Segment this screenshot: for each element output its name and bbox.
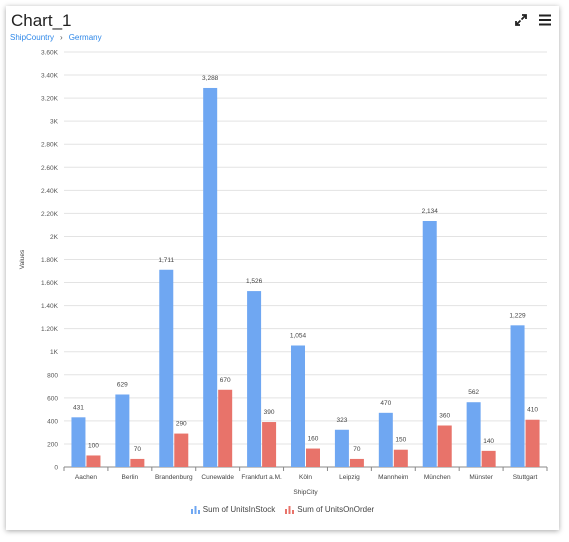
chart-widget: Chart_1 ShipCountry › Germany 0 200 400 600…: [6, 6, 559, 530]
bar-units-on-order: [481, 450, 496, 467]
y-tick-label: 1.20K: [41, 326, 59, 333]
data-label: 2,134: [422, 208, 439, 215]
data-label: 470: [380, 400, 391, 407]
chart-title: Chart_1: [11, 11, 72, 30]
y-tick-label: 3.60K: [41, 50, 59, 57]
y-tick-label: 2.20K: [41, 211, 59, 218]
x-tick-label: Berlin: [122, 474, 139, 481]
y-tick-label: 2.60K: [41, 165, 59, 172]
x-tick-label: München: [424, 474, 451, 481]
x-tick-label: Köln: [299, 474, 312, 481]
x-axis-label: ShipCity: [293, 489, 318, 496]
data-label: 431: [73, 404, 84, 411]
data-label: 140: [483, 438, 494, 445]
bar-units-on-order: [262, 422, 277, 467]
bar-units-on-order: [393, 449, 408, 467]
chart-legend: Sum of UnitsInStock Sum of UnitsOnOrder: [6, 505, 559, 514]
bar-legend-icon: [285, 505, 295, 514]
data-label: 70: [134, 446, 142, 453]
legend-item-units-on-order[interactable]: Sum of UnitsOnOrder: [285, 505, 374, 514]
bar-units-in-stock: [203, 87, 218, 467]
y-axis-label: Values: [19, 249, 26, 269]
y-tick-label: 400: [47, 418, 58, 425]
legend-label: Sum of UnitsInStock: [202, 505, 276, 514]
bar-units-on-order: [437, 425, 452, 467]
hamburger-menu-icon[interactable]: [537, 12, 553, 28]
bar-units-in-stock: [378, 412, 393, 467]
bar-units-on-order: [349, 458, 364, 467]
data-label: 150: [395, 437, 406, 444]
y-tick-label: 1K: [50, 349, 59, 356]
data-label: 670: [220, 377, 231, 384]
y-tick-label: 0: [54, 465, 58, 472]
data-label: 290: [176, 421, 187, 428]
x-tick-label: Münster: [469, 474, 493, 481]
x-tick-label: Frankfurt a.M.: [241, 474, 282, 481]
bar-units-on-order: [174, 433, 189, 467]
data-label: 1,229: [509, 312, 526, 319]
bar-units-in-stock: [510, 325, 525, 467]
y-tick-label: 600: [47, 395, 58, 402]
y-tick-label: 200: [47, 441, 58, 448]
x-tick-label: Stuttgart: [513, 474, 538, 481]
bar-units-in-stock: [291, 345, 305, 467]
bar-units-on-order: [130, 458, 145, 467]
x-tick-label: Leipzig: [339, 474, 360, 481]
bar-legend-icon: [190, 505, 200, 514]
data-label: 1,711: [158, 257, 174, 264]
data-label: 100: [88, 442, 99, 449]
legend-item-units-in-stock[interactable]: Sum of UnitsInStock: [190, 505, 276, 514]
bar-units-on-order: [306, 448, 320, 467]
x-tick-label: Cunewalde: [201, 474, 234, 481]
legend-label: Sum of UnitsOnOrder: [297, 505, 375, 514]
data-label: 1,054: [290, 332, 307, 339]
bar-units-on-order: [86, 455, 101, 467]
data-label: 323: [336, 417, 347, 424]
data-label: 410: [527, 407, 538, 414]
y-tick-label: 2K: [50, 234, 59, 241]
y-tick-label: 3.40K: [41, 73, 59, 80]
bar-units-in-stock: [422, 220, 437, 467]
bar-units-in-stock: [334, 429, 349, 467]
breadcrumb: ShipCountry › Germany: [10, 33, 102, 42]
data-label: 160: [308, 436, 319, 443]
breadcrumb-separator-icon: ›: [60, 33, 63, 42]
y-tick-label: 2.40K: [41, 188, 59, 195]
data-label: 70: [353, 446, 361, 453]
data-label: 629: [117, 381, 128, 388]
bar-units-in-stock: [159, 269, 174, 467]
y-tick-label: 1.60K: [41, 280, 59, 287]
y-tick-label: 3K: [50, 119, 59, 126]
bar-units-in-stock: [466, 402, 481, 467]
y-tick-label: 1.80K: [41, 257, 59, 264]
bar-units-on-order: [525, 419, 540, 467]
bar-chart: 0 200 400 600 800 1K 1.20K 1.40K 1.60K 1.80K 2K 2.2…: [19, 50, 548, 496]
breadcrumb-item-germany[interactable]: Germany: [68, 33, 102, 42]
y-tick-label: 1.40K: [41, 303, 59, 310]
breadcrumb-item-shipcountry[interactable]: ShipCountry: [10, 33, 55, 42]
bar-units-in-stock: [247, 291, 262, 467]
bar-units-in-stock: [71, 417, 86, 467]
data-label: 1,526: [246, 278, 263, 285]
expand-icon[interactable]: [513, 12, 529, 28]
y-tick-label: 3.20K: [41, 96, 59, 103]
x-tick-label: Aachen: [75, 474, 97, 481]
data-label: 360: [439, 413, 450, 420]
bar-units-on-order: [218, 389, 233, 467]
x-tick-label: Mannheim: [378, 474, 408, 481]
data-label: 3,288: [202, 75, 219, 82]
y-tick-label: 800: [47, 372, 58, 379]
y-tick-label: 2.80K: [41, 142, 59, 149]
data-label: 562: [468, 389, 479, 396]
x-tick-label: Brandenburg: [155, 474, 193, 481]
bar-units-in-stock: [115, 394, 130, 467]
widget-toolbar: [513, 12, 553, 28]
data-label: 390: [264, 409, 275, 416]
